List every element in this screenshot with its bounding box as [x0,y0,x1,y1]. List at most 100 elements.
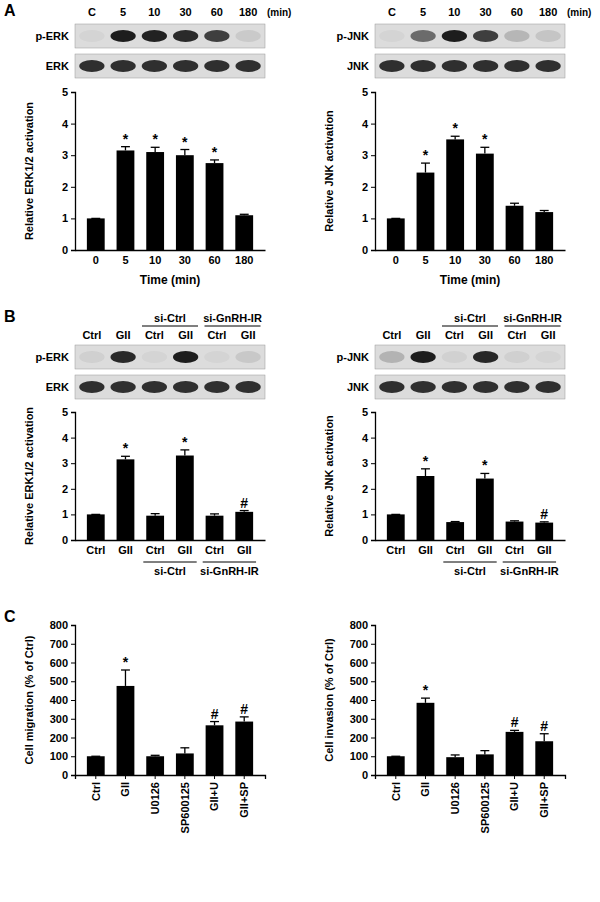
y-tick-mark [71,681,75,682]
band [142,30,167,42]
band [535,30,560,42]
y-tick-label: 200 [50,732,68,744]
x-tick-mark [514,775,515,779]
x-tick-mark [125,775,126,779]
blot-strip [75,24,265,48]
blot-strip [375,375,565,399]
significance-mark: # [540,718,548,734]
y-tick: 800 [50,619,75,631]
bar [206,725,224,775]
error-cap [510,520,519,521]
x-tick: Ctrl [205,540,224,556]
y-tick-mark [371,92,375,93]
band [142,381,167,393]
blot-lane-label: 60 [511,6,523,18]
error-bar [91,756,100,757]
y-tick-mark [371,540,375,541]
y-tick-label: 700 [350,638,368,650]
band [173,60,198,72]
x-tick-label: GII [237,544,252,556]
y-tick: 400 [350,694,375,706]
error-bar [451,136,460,139]
y-tick-label: 1 [62,212,68,224]
band [379,60,404,72]
band [110,351,135,363]
bar [446,522,464,540]
y-tick-mark [371,250,375,251]
error-bar [240,511,249,512]
y-tick: 3 [362,457,375,469]
blot-lane-label: 180 [539,6,557,18]
y-axis: 0100200300400500600700800 [350,619,376,781]
y-tick: 300 [350,713,375,725]
y-tick: 5 [362,406,375,418]
y-tick-mark [71,155,75,156]
x-tick-label: Ctrl [386,544,405,556]
x-tick: GII [419,775,431,797]
y-tick-label: 1 [362,508,368,520]
y-tick-label: 700 [50,638,68,650]
bar [235,215,253,250]
band [235,60,260,72]
error-cap [391,218,400,219]
y-tick: 300 [50,713,75,725]
y-axis-title: Relative ERK1/2 activation [23,407,35,545]
y-tick-label: 0 [62,769,68,781]
x-tick: GII [178,540,193,556]
y-tick: 2 [62,181,75,193]
y-tick-label: 800 [350,619,368,631]
x-axis: 05103060180 [76,250,266,266]
y-tick-label: 5 [62,86,68,98]
x-tick: 0 [93,250,99,266]
y-tick: 800 [350,619,375,631]
bar [446,757,464,775]
blot-lane-label: Ctrl [445,329,464,341]
error-stem [184,450,185,456]
y-tick-mark [71,700,75,701]
y-tick-label: 5 [62,406,68,418]
blot-lane-label: Ctrl [82,329,101,341]
y-tick-mark [71,540,75,541]
x-tick: U0126 [449,775,461,814]
y-axis-line [71,626,76,776]
bar [476,754,494,775]
y-tick-label: 200 [350,732,368,744]
y-tick-mark [371,775,375,776]
x-tick: 30 [479,250,491,266]
bar [176,753,194,775]
y-tick: 4 [362,118,375,130]
y-tick-mark [71,489,75,490]
error-stem [125,670,126,686]
band [379,30,404,42]
x-tick-label: 180 [235,254,253,266]
x-tick: GII [537,540,552,556]
y-tick-mark [371,681,375,682]
y-tick-label: 3 [62,457,68,469]
blot-lane-label: 60 [211,6,223,18]
y-tick-label: 600 [50,657,68,669]
annotations: *** [423,120,488,163]
blot-lane-label: Ctrl [507,329,526,341]
bar [506,522,524,540]
y-tick-mark [371,738,375,739]
error-bar [510,520,519,522]
bar [206,163,224,250]
x-tick: 180 [535,250,553,266]
blot-unit: (min) [267,7,291,18]
error-cap [510,203,519,204]
x-tick-label: GII [119,782,131,797]
error-cap [180,747,189,748]
error-bar [180,450,189,456]
y-tick: 5 [62,86,75,98]
band [142,351,167,363]
y-tick-mark [71,438,75,439]
x-tick-label: 10 [449,254,461,266]
error-stem [184,150,185,156]
x-tick-label: Ctrl [146,544,165,556]
blot-lane-label: 30 [180,6,192,18]
y-tick: 4 [362,432,375,444]
x-tick-label: GII [118,544,133,556]
band [379,351,404,363]
band [110,30,135,42]
y-tick-mark [371,155,375,156]
